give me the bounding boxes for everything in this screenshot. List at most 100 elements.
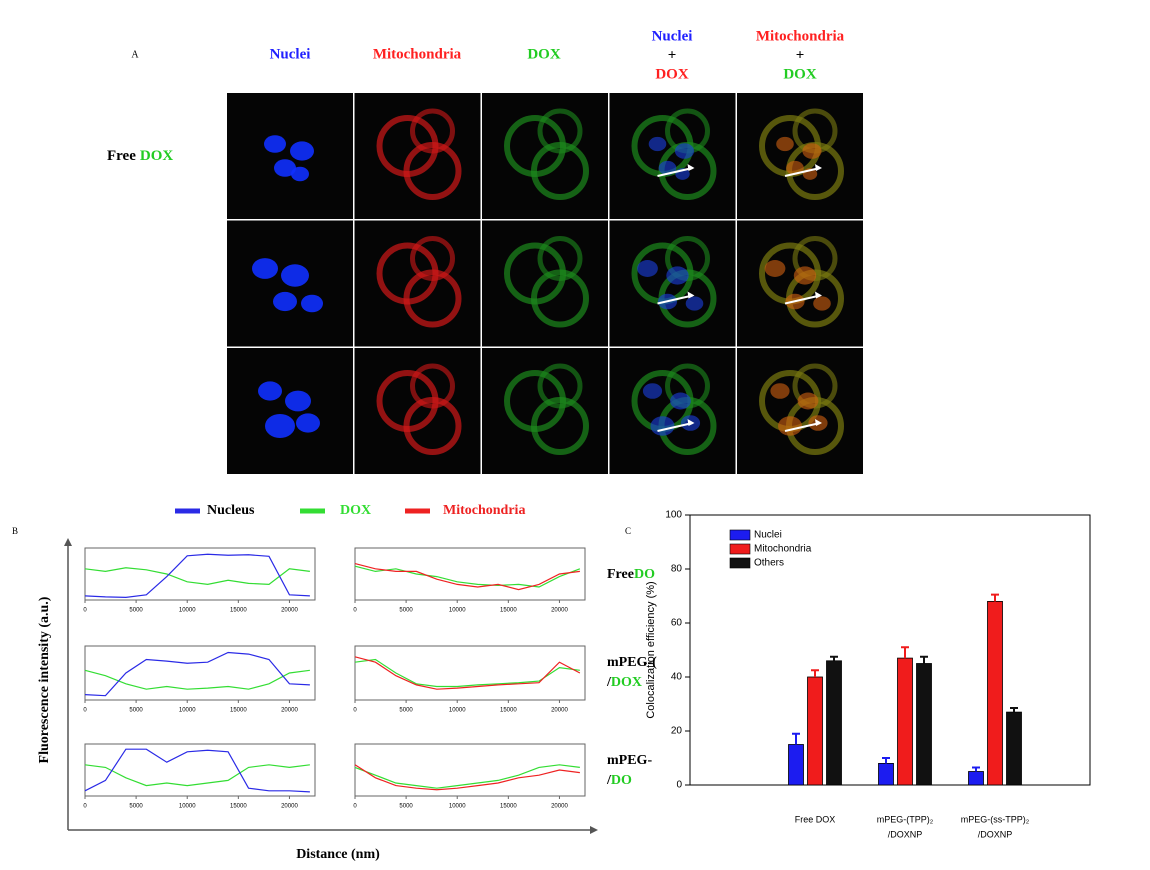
y-tick-label: 60	[671, 618, 683, 629]
x-tick-label: 15000	[500, 804, 517, 810]
error-bar	[792, 732, 800, 745]
plot-frame	[689, 514, 1091, 786]
nucleus	[786, 160, 804, 176]
arrow-head	[64, 538, 72, 546]
profile-line	[84, 567, 310, 586]
x-tick-label: mPEG-(ss-TPP)₂	[961, 814, 1030, 824]
cell	[531, 397, 589, 455]
nucleus	[670, 392, 691, 410]
text-part: mPEG-(	[607, 655, 657, 670]
text-part: mPEG-	[607, 753, 652, 768]
error-bar	[882, 757, 890, 764]
x-tick-label: 5000	[129, 608, 143, 614]
micrograph	[482, 93, 608, 219]
micrograph	[354, 220, 481, 347]
nucleus	[290, 141, 314, 161]
bar	[788, 744, 804, 786]
x-tick-label: 20000	[281, 708, 298, 714]
text-part: Free	[107, 148, 136, 164]
x-tick-label: 0	[83, 608, 87, 614]
arrow	[657, 294, 693, 305]
row-label: mPEG-(	[607, 655, 657, 670]
nucleus	[770, 383, 790, 399]
nucleus	[764, 260, 786, 277]
nucleus	[685, 296, 704, 311]
x-tick-label: 10000	[449, 804, 466, 810]
bar	[897, 657, 913, 786]
nucleus	[265, 414, 295, 438]
x-tick-label: 5000	[129, 708, 143, 714]
legend-label: Nuclei	[754, 530, 782, 541]
error-bar	[1010, 707, 1018, 713]
x-tick-label: mPEG-(TPP)₂	[877, 814, 934, 824]
profile-line	[354, 563, 580, 591]
error-bar	[830, 655, 838, 661]
text-part: Free	[607, 567, 634, 582]
arrow-head	[687, 164, 695, 171]
x-tick-label: 10000	[449, 708, 466, 714]
micrograph	[354, 93, 481, 219]
micrograph	[609, 93, 736, 219]
profile-line	[84, 553, 310, 599]
x-tick-label: 15000	[230, 608, 247, 614]
profile-line	[354, 764, 580, 789]
panel-label: A	[131, 49, 139, 60]
x-tick-label: /DOXNP	[888, 829, 923, 839]
cell	[537, 108, 583, 154]
x-tick-label: 15000	[500, 708, 517, 714]
plot-frame	[84, 645, 316, 701]
nucleus	[648, 136, 667, 152]
x-tick-label: 15000	[230, 804, 247, 810]
x-tick-label: 20000	[281, 804, 298, 810]
row-label: mPEG-	[607, 753, 652, 768]
legend-label: Mitochondria	[443, 503, 525, 518]
y-axis-title: Fluorescence intensity (a.u.)	[37, 596, 52, 763]
bar	[826, 660, 842, 786]
nucleus	[281, 264, 309, 287]
y-tick-label: 20	[671, 726, 683, 737]
panel-label: B	[12, 526, 18, 536]
column-header: Mitochondria	[373, 46, 462, 62]
x-tick-label: 15000	[500, 608, 517, 614]
x-tick-label: 10000	[179, 608, 196, 614]
text-part: DOX	[611, 675, 642, 690]
nucleus	[802, 143, 822, 159]
x-tick-label: 20000	[551, 608, 568, 614]
nucleus	[301, 294, 323, 313]
x-tick-label: 15000	[230, 708, 247, 714]
legend-label: Nucleus	[207, 503, 255, 518]
row-label: /DOX	[606, 675, 642, 690]
micrograph	[227, 93, 353, 219]
nucleus	[642, 383, 663, 399]
nucleus	[252, 258, 278, 279]
bar	[807, 676, 823, 786]
nucleus	[674, 143, 695, 159]
row-label: FreeDO	[607, 567, 655, 582]
legend-swatch	[729, 543, 751, 555]
micrograph	[354, 348, 481, 474]
x-tick-label: Free DOX	[795, 814, 836, 824]
column-header: DOX	[527, 46, 561, 62]
micrograph	[737, 348, 863, 474]
nucleus	[813, 296, 831, 311]
arrow-head	[815, 419, 822, 426]
profile-line	[84, 764, 310, 787]
profile-line	[354, 656, 581, 690]
profile-line	[354, 764, 580, 791]
x-tick-label: 20000	[551, 804, 568, 810]
nucleus	[658, 160, 677, 176]
text-part: DO	[611, 773, 632, 788]
error-bar	[811, 669, 819, 677]
arrow	[784, 167, 821, 177]
x-tick-label: 5000	[399, 608, 413, 614]
nucleus	[793, 266, 817, 285]
text-part: /	[606, 675, 612, 690]
y-tick-label: 100	[665, 510, 682, 521]
column-header: Nuclei	[652, 28, 693, 44]
nucleus	[296, 413, 320, 433]
nucleus	[776, 136, 794, 152]
arrow	[657, 167, 693, 177]
profile-line	[84, 748, 310, 793]
nucleus	[258, 381, 282, 401]
